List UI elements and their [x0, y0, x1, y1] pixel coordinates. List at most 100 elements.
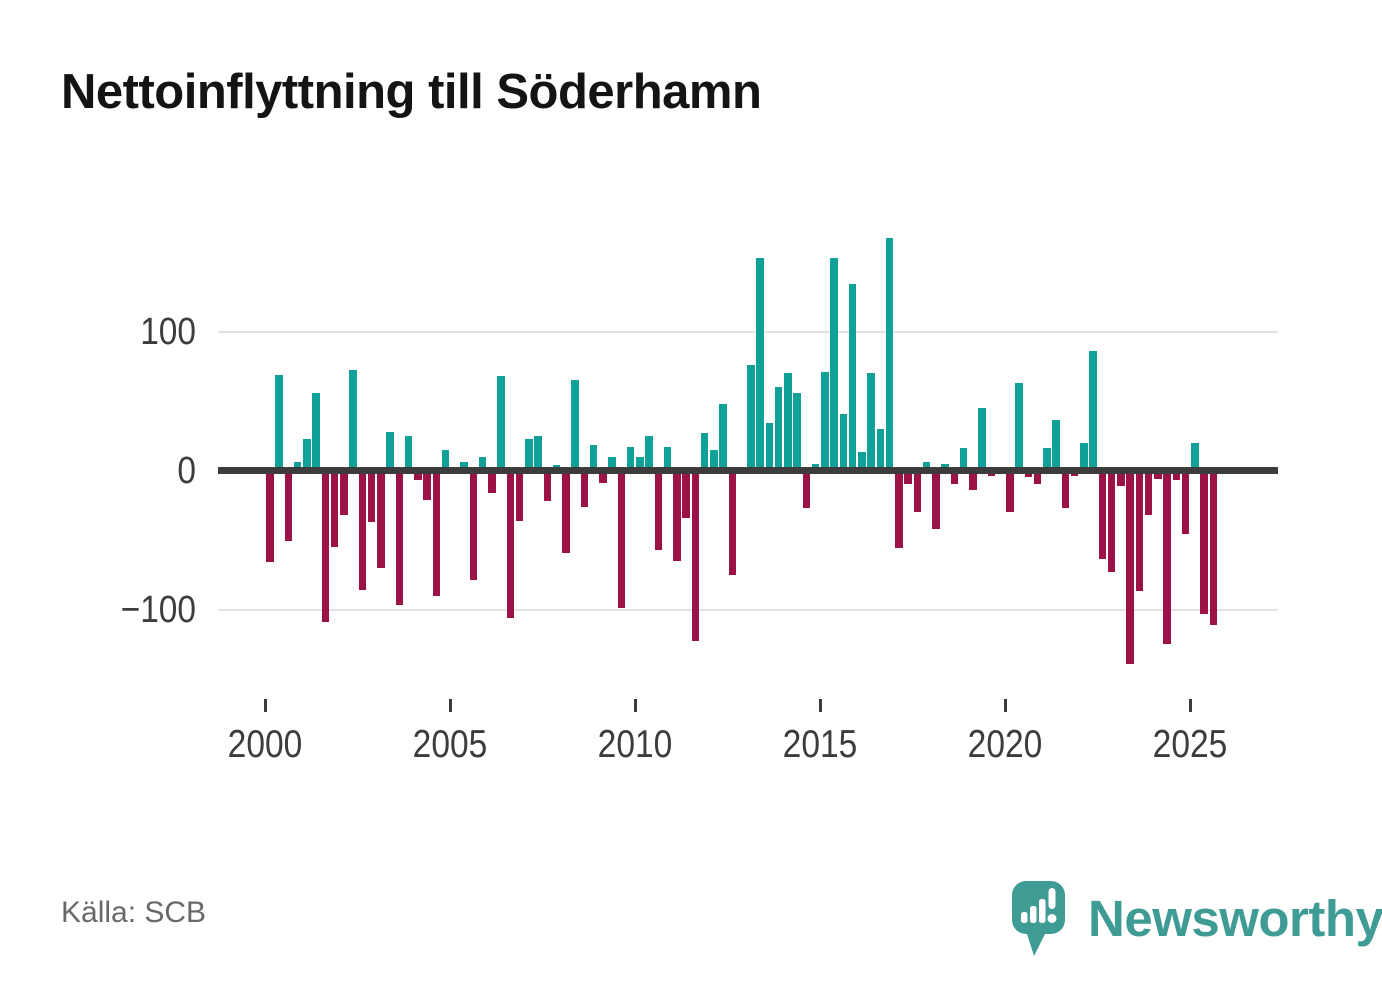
- bar-2023 Q2: [1126, 470, 1134, 664]
- bar-2004 Q3: [432, 470, 440, 596]
- bar-2006 Q4: [515, 470, 524, 521]
- bar-2016 Q3: [876, 428, 884, 471]
- bar-2004 Q4: [441, 449, 450, 471]
- bar-2009 Q1: [599, 470, 607, 483]
- exclamation-dot: [1047, 914, 1057, 923]
- newsworthy-wordmark: Newsworthy: [1088, 890, 1382, 947]
- bar-2006 Q1: [488, 470, 496, 493]
- bar-2000 Q2: [275, 374, 283, 471]
- bar-2001 Q4: [330, 470, 339, 547]
- bar-2012 Q3: [728, 470, 736, 575]
- mini-bar-1: [1021, 912, 1028, 923]
- x-axis-tick-2000: [263, 699, 267, 712]
- y-axis-label-100: 100: [140, 310, 196, 353]
- bar-2014 Q2: [793, 392, 801, 471]
- bar-2011 Q2: [682, 470, 690, 518]
- mini-bar-2: [1030, 906, 1037, 923]
- bar-2023 Q3: [1135, 470, 1143, 592]
- bar-2003 Q3: [395, 470, 403, 606]
- chart-title: Nettoinflyttning till Söderhamn: [61, 65, 762, 119]
- bar-2008 Q3: [580, 470, 588, 507]
- bar-2017 Q1: [895, 470, 903, 549]
- bar-2002 Q1: [340, 470, 348, 515]
- bar-2011 Q3: [691, 470, 699, 642]
- bar-2018 Q3: [950, 470, 958, 485]
- bar-2016 Q4: [885, 238, 894, 471]
- bar-2010 Q3: [654, 470, 662, 550]
- bar-2018 Q4: [959, 448, 968, 471]
- bar-2020 Q4: [1033, 470, 1042, 485]
- x-axis-tick-2025: [1188, 699, 1192, 712]
- bar-2003 Q4: [404, 435, 413, 471]
- bar-2016 Q2: [867, 373, 875, 471]
- bar-2022 Q2: [1089, 350, 1097, 471]
- x-axis-tick-2005: [448, 699, 452, 712]
- bar-2010 Q4: [663, 446, 672, 471]
- bar-2019 Q2: [978, 407, 986, 471]
- bar-2005 Q2: [460, 462, 468, 471]
- bar-2005 Q4: [478, 456, 487, 471]
- bar-2012 Q2: [719, 403, 727, 471]
- bar-2005 Q3: [469, 470, 477, 581]
- bar-2002 Q3: [358, 470, 366, 591]
- bar-2016 Q1: [858, 452, 866, 471]
- newsworthy-logo: Newsworthy: [1011, 880, 1382, 958]
- bar-2015 Q3: [839, 413, 847, 471]
- x-axis-label-2020: 2020: [967, 723, 1043, 766]
- bar-2018 Q1: [932, 470, 940, 529]
- bar-2006 Q2: [497, 375, 505, 471]
- bar-2014 Q1: [784, 373, 792, 471]
- x-axis-label-2010: 2010: [597, 723, 673, 766]
- bar-2025 Q3: [1209, 470, 1217, 625]
- bar-2008 Q1: [562, 470, 570, 553]
- bar-2001 Q3: [321, 470, 329, 622]
- bar-2014 Q3: [802, 470, 810, 509]
- x-axis-label-2025: 2025: [1152, 723, 1228, 766]
- bar-2024 Q2: [1163, 470, 1171, 645]
- bar-2009 Q4: [626, 446, 635, 471]
- x-axis-tick-2015: [818, 699, 822, 712]
- bar-2025 Q1: [1191, 442, 1199, 471]
- bar-2021 Q2: [1052, 420, 1060, 471]
- bar-2000 Q4: [293, 462, 302, 471]
- gridline--100: [218, 608, 1278, 611]
- exclamation-stem: [1048, 888, 1056, 909]
- bar-2013 Q1: [747, 364, 755, 471]
- y-axis-label--100: −100: [120, 588, 196, 631]
- bar-2015 Q1: [821, 371, 829, 471]
- speech-bubble-shape: [1012, 881, 1065, 956]
- bar-2025 Q2: [1200, 470, 1208, 614]
- bar-2024 Q4: [1181, 470, 1190, 535]
- x-axis-tick-2010: [633, 699, 637, 712]
- bar-2007 Q1: [525, 438, 533, 471]
- x-axis-label-2000: 2000: [227, 723, 303, 766]
- bar-2019 Q1: [969, 470, 977, 490]
- bar-2023 Q1: [1117, 470, 1125, 486]
- bar-2007 Q3: [543, 470, 551, 502]
- x-axis-tick-2020: [1003, 699, 1007, 712]
- bar-2011 Q1: [673, 470, 681, 561]
- bar-2006 Q3: [506, 470, 514, 618]
- newsworthy-logo-icon: [1011, 880, 1066, 963]
- bar-2001 Q1: [303, 438, 311, 471]
- bar-2003 Q2: [386, 431, 394, 471]
- bar-2007 Q2: [534, 435, 542, 471]
- source-note: Källa: SCB: [61, 896, 207, 929]
- bar-2024 Q1: [1154, 470, 1162, 479]
- bar-2003 Q1: [377, 470, 385, 568]
- bar-2021 Q3: [1061, 470, 1069, 509]
- bar-2004 Q2: [423, 470, 431, 500]
- mini-bar-3: [1039, 899, 1046, 923]
- bar-2010 Q2: [645, 435, 653, 471]
- bar-2015 Q2: [830, 257, 838, 471]
- x-axis-label-2005: 2005: [412, 723, 488, 766]
- zero-axis-line: [218, 467, 1278, 474]
- bar-2002 Q4: [367, 470, 376, 522]
- bar-2024 Q3: [1172, 470, 1180, 481]
- bar-2015 Q4: [848, 284, 857, 471]
- bar-2022 Q4: [1107, 470, 1116, 572]
- bar-2013 Q2: [756, 257, 764, 471]
- bar-2022 Q3: [1098, 470, 1106, 560]
